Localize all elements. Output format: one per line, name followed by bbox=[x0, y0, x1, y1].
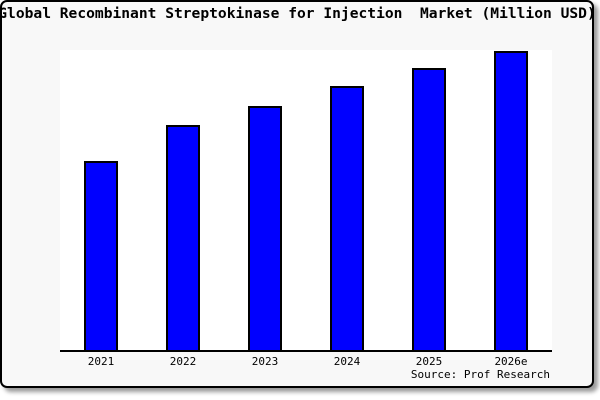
bar-2021 bbox=[84, 161, 118, 350]
chart-card: Global Recombinant Streptokinase for Inj… bbox=[0, 0, 594, 388]
bar-2023 bbox=[248, 106, 282, 350]
bar-2026e bbox=[494, 51, 528, 350]
x-tick-label-2023: 2023 bbox=[251, 355, 279, 368]
x-tick-label-2022: 2022 bbox=[169, 355, 197, 368]
x-tick-label-2024: 2024 bbox=[333, 355, 361, 368]
source-note: Source: Prof Research bbox=[410, 368, 550, 381]
chart-title: Global Recombinant Streptokinase for Inj… bbox=[0, 5, 594, 22]
x-axis-labels: 2021 2022 2023 2024 2025 2026e bbox=[60, 355, 552, 369]
bar-2024 bbox=[330, 86, 364, 350]
plot-area bbox=[60, 50, 552, 352]
bar-2022 bbox=[166, 125, 200, 350]
bar-2025 bbox=[412, 68, 446, 350]
x-tick-label-2026e: 2026e bbox=[494, 355, 528, 368]
x-tick-label-2021: 2021 bbox=[87, 355, 115, 368]
x-tick-label-2025: 2025 bbox=[415, 355, 443, 368]
